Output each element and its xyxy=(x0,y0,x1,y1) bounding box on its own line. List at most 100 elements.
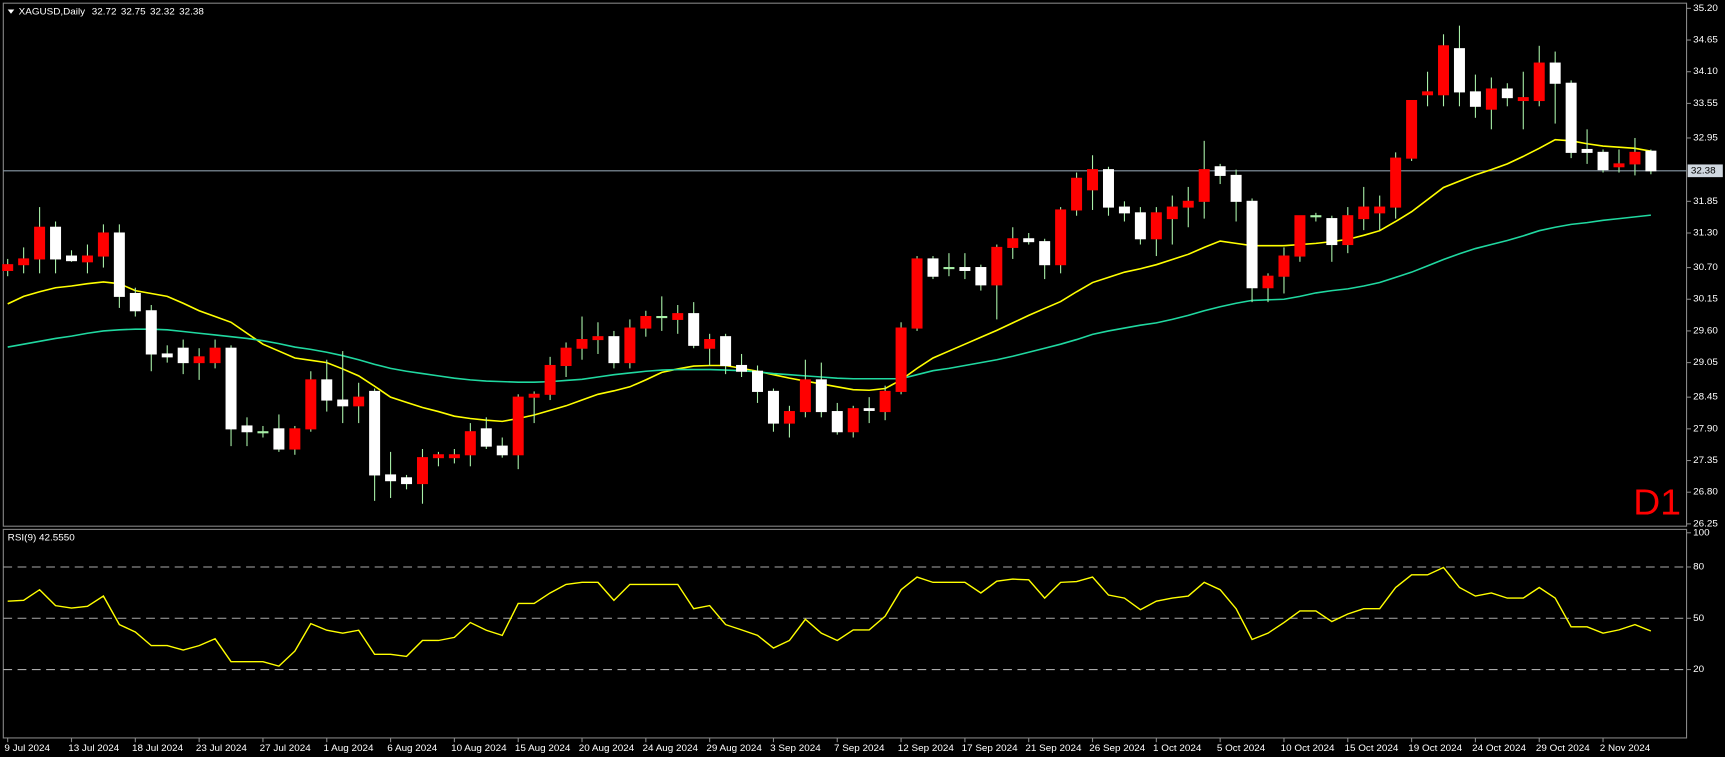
candle-body xyxy=(1406,99,1418,159)
y-tick-label: 27.90 xyxy=(1693,424,1718,435)
candle-body xyxy=(1230,174,1242,202)
candle-body xyxy=(257,431,269,434)
candle-body xyxy=(911,258,923,329)
candle-body xyxy=(1597,151,1609,171)
chart-title: XAGUSD,Daily 32.72 32.75 32.32 32.38 xyxy=(19,6,204,17)
candle-body xyxy=(289,428,301,450)
x-tick-label: 27 Jul 2024 xyxy=(260,743,312,754)
moving-average xyxy=(7,214,1651,383)
candle-body xyxy=(704,339,716,349)
candle-body xyxy=(879,390,891,413)
candle-body xyxy=(1422,91,1434,96)
y-tick-label: 27.35 xyxy=(1693,455,1718,466)
x-tick-label: 2 Nov 2024 xyxy=(1600,743,1651,754)
candle-body xyxy=(241,425,253,433)
candle-body xyxy=(225,347,237,430)
last-close: 32.38 xyxy=(179,6,204,17)
last-open: 32.72 xyxy=(92,6,117,17)
candle-body xyxy=(1118,206,1130,214)
candle-body xyxy=(975,267,987,286)
candle-body xyxy=(1326,218,1338,246)
y-tick-label: 26.25 xyxy=(1693,519,1718,530)
candle-body xyxy=(847,408,859,433)
candle-body xyxy=(1565,82,1577,153)
candle-body xyxy=(145,310,157,355)
last-low: 32.32 xyxy=(150,6,175,17)
candle-body xyxy=(991,246,1003,286)
y-tick-label: 28.45 xyxy=(1693,392,1718,403)
rsi-line xyxy=(7,566,1652,667)
candle-body xyxy=(464,431,476,456)
y-tick-label: 29.05 xyxy=(1693,357,1718,368)
candle-body xyxy=(528,393,540,398)
x-tick-label: 10 Aug 2024 xyxy=(451,743,507,754)
candle-body xyxy=(1374,206,1386,214)
x-tick-label: 26 Sep 2024 xyxy=(1089,743,1146,754)
x-tick-label: 12 Sep 2024 xyxy=(898,743,955,754)
candle-body xyxy=(1278,255,1290,277)
y-tick-label: 34.65 xyxy=(1693,35,1718,46)
candle-body xyxy=(688,313,700,346)
candle-body xyxy=(1629,151,1641,165)
candle-body xyxy=(672,313,684,320)
y-tick-label: 32.95 xyxy=(1693,133,1718,144)
candle-body xyxy=(1071,177,1083,211)
candle-body xyxy=(1533,62,1545,102)
candle-body xyxy=(496,445,508,456)
candle-body xyxy=(18,258,30,266)
x-tick-label: 5 Oct 2024 xyxy=(1217,743,1266,754)
candle-body xyxy=(1613,163,1625,168)
candle-body xyxy=(863,408,875,411)
candle-body xyxy=(401,477,413,485)
y-tick-label: 34.10 xyxy=(1693,66,1718,77)
candle-body xyxy=(720,336,732,367)
y-tick-label: 31.30 xyxy=(1693,228,1718,239)
candle-body xyxy=(1166,206,1178,220)
candle-body xyxy=(385,474,397,482)
timeframe-label: D1 xyxy=(1633,482,1681,522)
candle-body xyxy=(1039,241,1051,266)
candle-body xyxy=(831,411,843,433)
candle-body xyxy=(1485,88,1497,110)
candle-body xyxy=(1438,45,1450,96)
x-tick-label: 1 Oct 2024 xyxy=(1153,743,1202,754)
candle-body xyxy=(50,226,62,260)
y-tick-label: 30.70 xyxy=(1693,262,1718,273)
candle-body xyxy=(209,347,221,364)
candle-body xyxy=(1517,97,1529,102)
y-tick-label: 29.60 xyxy=(1693,326,1718,337)
candle-body xyxy=(1262,275,1274,289)
rsi-tick-label: 100 xyxy=(1693,527,1710,538)
candle-body xyxy=(959,267,971,271)
candle-body xyxy=(1150,212,1162,240)
candle-body xyxy=(767,390,779,424)
x-tick-label: 19 Oct 2024 xyxy=(1408,743,1462,754)
candle-body xyxy=(592,336,604,341)
collapse-icon[interactable] xyxy=(7,9,15,14)
last-price-label: 32.38 xyxy=(1691,165,1716,176)
candle-body xyxy=(337,399,349,407)
candle-body xyxy=(943,267,955,270)
y-tick-label: 33.55 xyxy=(1693,98,1718,109)
candle-body xyxy=(1007,238,1019,248)
x-tick-label: 29 Oct 2024 xyxy=(1536,743,1590,754)
candle-body xyxy=(1453,48,1465,93)
candle-body xyxy=(305,379,317,430)
x-tick-label: 15 Oct 2024 xyxy=(1344,743,1398,754)
candle-body xyxy=(34,226,46,260)
candle-body xyxy=(480,428,492,447)
candle-body xyxy=(1055,209,1067,266)
candle-body xyxy=(512,396,524,456)
x-tick-label: 15 Aug 2024 xyxy=(515,743,571,754)
candle-body xyxy=(624,327,636,364)
x-tick-label: 18 Jul 2024 xyxy=(132,743,184,754)
candle-body xyxy=(432,454,444,459)
candle-body xyxy=(1645,150,1657,172)
candle-body xyxy=(1294,215,1306,257)
x-tick-label: 20 Aug 2024 xyxy=(579,743,635,754)
x-tick-label: 23 Jul 2024 xyxy=(196,743,248,754)
candle-body xyxy=(1023,238,1035,243)
candle-body xyxy=(560,347,572,367)
candle-body xyxy=(369,390,381,476)
candle-body xyxy=(193,356,205,364)
